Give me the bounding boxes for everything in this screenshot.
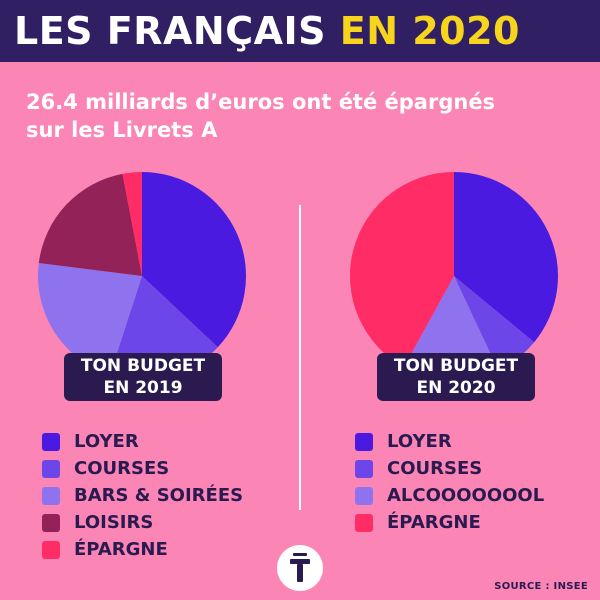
legend-label: ALCOOOOOOOL bbox=[387, 485, 545, 506]
badge-line-1: TON BUDGET bbox=[80, 356, 206, 376]
badge-line-1: TON BUDGET bbox=[393, 356, 519, 376]
badge-line-2: EN 2020 bbox=[416, 378, 496, 398]
legend-swatch bbox=[42, 513, 60, 532]
budget-badge-2020: TON BUDGET EN 2020 bbox=[377, 353, 535, 401]
t-logo-icon bbox=[277, 545, 323, 591]
pie-slice-épargne bbox=[349, 172, 454, 368]
pie-slice-loyer bbox=[454, 172, 558, 343]
legend-label: COURSES bbox=[387, 458, 483, 479]
legend-item: ALCOOOOOOOL bbox=[355, 482, 544, 509]
legend-item: LOYER bbox=[355, 428, 544, 455]
legend-swatch bbox=[42, 459, 60, 478]
legend-label: BARS & SOIRÉES bbox=[74, 485, 244, 506]
legend-label: COURSES bbox=[74, 458, 170, 479]
legend-2020: LOYER COURSES ALCOOOOOOOL ÉPARGNE bbox=[355, 428, 544, 536]
legend-item: ÉPARGNE bbox=[42, 536, 243, 563]
legend-item: COURSES bbox=[42, 455, 243, 482]
legend-swatch bbox=[42, 432, 60, 451]
source-note: SOURCE : INSEE bbox=[494, 581, 588, 592]
legend-label: ÉPARGNE bbox=[74, 539, 168, 560]
legend-item: COURSES bbox=[355, 455, 544, 482]
legend-label: LOYER bbox=[387, 431, 452, 452]
pie-slice-bars-soirées bbox=[38, 262, 143, 375]
legend-label: ÉPARGNE bbox=[387, 512, 481, 533]
header-bar: LES FRANÇAIS EN 2020 bbox=[0, 0, 600, 62]
budget-badge-2019: TON BUDGET EN 2019 bbox=[64, 353, 222, 401]
title-part-2: EN 2020 bbox=[339, 9, 521, 53]
page-title: LES FRANÇAIS EN 2020 bbox=[14, 6, 520, 56]
pie-slice-loisirs bbox=[38, 173, 143, 276]
badge-line-2: EN 2019 bbox=[103, 378, 183, 398]
pie-slice-épargne bbox=[122, 172, 142, 276]
legend-item: LOYER bbox=[42, 428, 243, 455]
legend-2019: LOYER COURSES BARS & SOIRÉES LOISIRS ÉPARGNE bbox=[42, 428, 243, 563]
legend-swatch bbox=[42, 540, 60, 559]
legend-swatch bbox=[355, 432, 373, 451]
title-part-1: LES FRANÇAIS bbox=[14, 9, 327, 53]
t-logo-glyph bbox=[290, 553, 310, 582]
subtitle: 26.4 milliards d’euros ont été épargnés … bbox=[26, 90, 496, 142]
legend-swatch bbox=[355, 513, 373, 532]
pie-slice-courses bbox=[454, 276, 535, 371]
legend-item: ÉPARGNE bbox=[355, 509, 544, 536]
pie-slice-loyer bbox=[142, 172, 247, 348]
legend-swatch bbox=[355, 459, 373, 478]
legend-item: BARS & SOIRÉES bbox=[42, 482, 243, 509]
pie-chart-2019 bbox=[38, 172, 247, 380]
legend-item: LOISIRS bbox=[42, 509, 243, 536]
pie-chart-2020 bbox=[349, 172, 558, 380]
legend-swatch bbox=[355, 486, 373, 505]
legend-label: LOYER bbox=[74, 431, 139, 452]
legend-swatch bbox=[42, 486, 60, 505]
divider bbox=[299, 205, 301, 510]
legend-label: LOISIRS bbox=[74, 512, 154, 533]
